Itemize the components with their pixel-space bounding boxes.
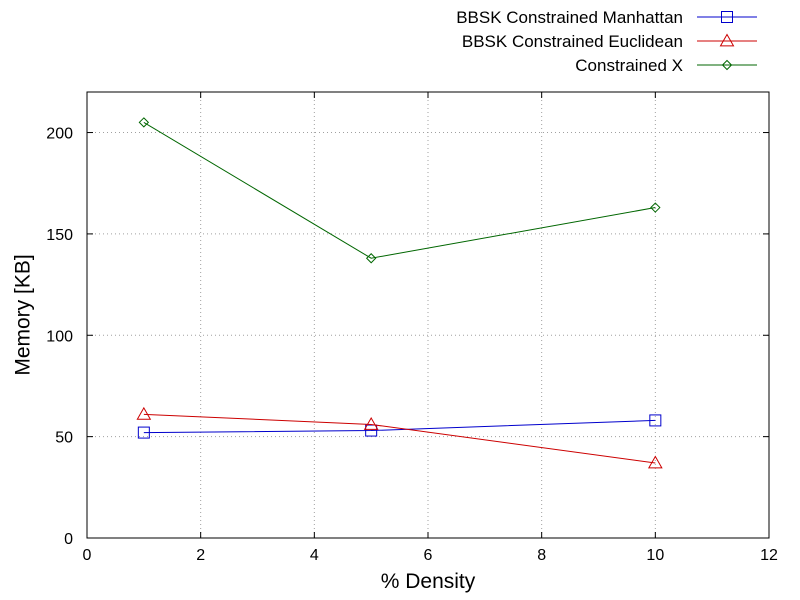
data-point — [649, 414, 662, 427]
legend-marker — [721, 59, 733, 71]
legend-label: BBSK Constrained Euclidean — [462, 32, 683, 51]
grid-lines — [87, 92, 769, 538]
y-tick-label: 150 — [46, 227, 73, 244]
y-axis-label: Memory [KB] — [11, 254, 34, 375]
y-tick-label: 100 — [46, 328, 73, 345]
data-point — [138, 117, 150, 128]
data-point — [363, 416, 379, 430]
y-tick-label: 0 — [64, 531, 73, 548]
series-line — [143, 413, 656, 464]
legend-label: Constrained X — [575, 56, 683, 75]
y-tick-label: 50 — [55, 430, 73, 447]
legend-entry: BBSK Constrained Euclidean — [462, 32, 757, 51]
x-tick-label: 8 — [537, 547, 546, 564]
legend-marker — [721, 11, 733, 23]
x-tick-label: 12 — [760, 547, 778, 564]
y-tick-label: 200 — [46, 126, 73, 143]
data-point — [365, 253, 377, 264]
x-axis-label: % Density — [381, 570, 476, 593]
legend: BBSK Constrained Manhattan BBSK Constrain… — [456, 8, 757, 75]
x-tick-label: 10 — [646, 547, 664, 564]
legend-marker — [719, 33, 735, 47]
series-line — [143, 419, 656, 434]
data-point — [365, 424, 378, 437]
data-point — [650, 202, 661, 213]
data-point — [136, 406, 152, 420]
x-tick-label: 2 — [196, 547, 205, 564]
data-point — [137, 426, 150, 439]
x-tick-label: 6 — [424, 547, 433, 564]
series-line — [143, 121, 656, 259]
series-1 — [137, 414, 662, 439]
axis-ticks: 0 2 4 6 8 10 12 0 50 100 150 200 — [46, 92, 778, 564]
series-2 — [136, 406, 663, 469]
data-point — [647, 455, 663, 469]
plot-area-frame — [86, 91, 770, 539]
data-series — [136, 117, 663, 469]
x-tick-label: 0 — [83, 547, 92, 564]
legend-label: BBSK Constrained Manhattan — [456, 8, 683, 27]
series-3 — [138, 117, 661, 264]
x-tick-label: 4 — [310, 547, 319, 564]
legend-entry: BBSK Constrained Manhattan — [456, 8, 757, 27]
legend-entry: Constrained X — [575, 56, 757, 75]
